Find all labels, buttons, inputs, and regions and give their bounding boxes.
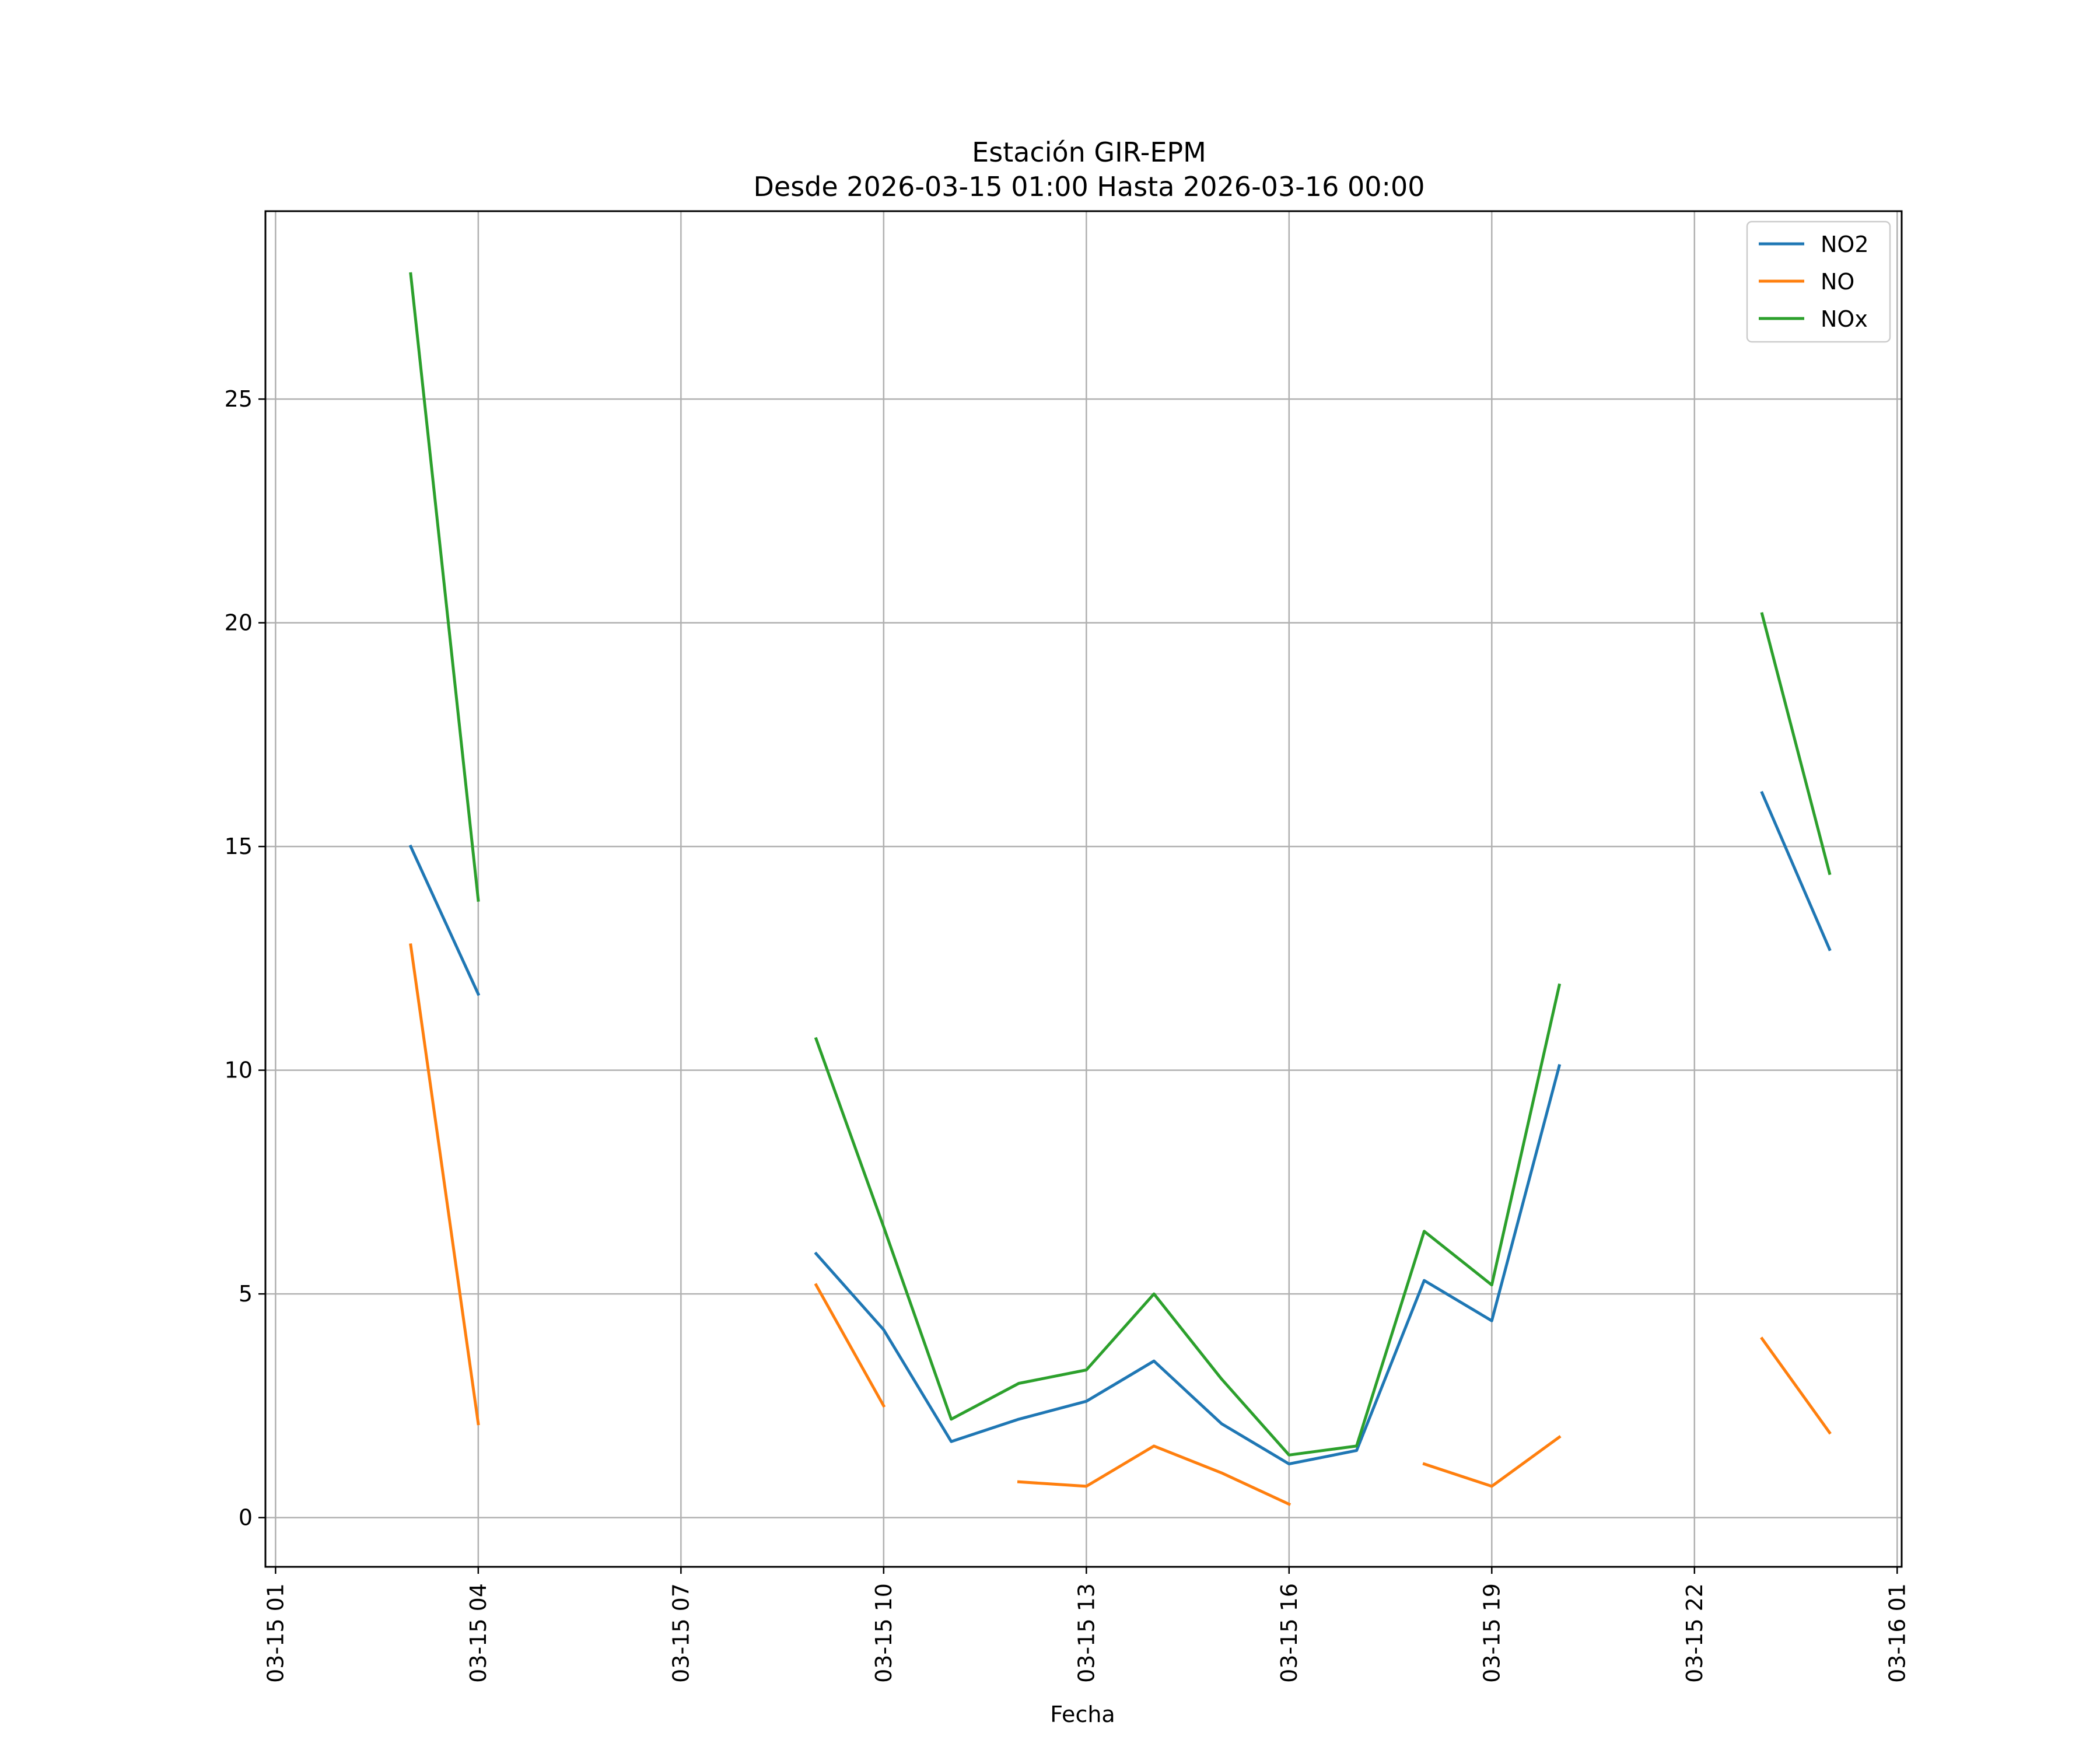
series-line-segment xyxy=(1422,1435,1562,1488)
x-tick-label: 03-15 04 xyxy=(466,1583,491,1683)
y-tick-label: 25 xyxy=(225,386,253,412)
y-tick-label: 20 xyxy=(225,610,253,636)
x-axis: 03-15 01 03-15 04 03-15 07 03-15 10 03-15 13… xyxy=(262,1567,1910,1683)
y-tick-label: 15 xyxy=(225,834,253,859)
series-line-segment xyxy=(814,1283,886,1408)
chart-title: Estación GIR-EPM xyxy=(972,136,1206,168)
x-tick-label: 03-15 10 xyxy=(871,1583,897,1683)
series-line-segment xyxy=(409,943,480,1426)
x-tick-label: 03-15 01 xyxy=(262,1583,288,1683)
legend-box xyxy=(1746,220,1891,343)
legend: NO2 NO NOx xyxy=(1746,220,1891,343)
legend-label-no: NO xyxy=(1821,269,1854,295)
legend-label-no2: NO2 xyxy=(1821,232,1869,257)
x-tick-label: 03-15 19 xyxy=(1479,1583,1504,1683)
x-tick-label: 03-15 16 xyxy=(1276,1583,1302,1683)
x-tick-label: 03-15 07 xyxy=(668,1583,694,1683)
series-no xyxy=(409,943,1832,1506)
y-tick-label: 0 xyxy=(239,1505,253,1531)
y-axis: 0 5 10 15 20 25 xyxy=(225,386,265,1531)
plot-series xyxy=(408,272,1832,1506)
chart-subtitle: Desde 2026-03-15 01:00 Hasta 2026-03-16 … xyxy=(753,171,1424,202)
series-line-segment xyxy=(814,1063,1562,1466)
x-axis-label: Fecha xyxy=(1050,1702,1115,1727)
series-no2 xyxy=(408,790,1832,1466)
series-nox xyxy=(409,272,1832,1457)
series-line-segment xyxy=(814,983,1562,1457)
series-line-segment xyxy=(1760,612,1832,876)
series-line-segment xyxy=(1760,790,1832,951)
series-line-segment xyxy=(1017,1444,1292,1506)
y-tick-label: 10 xyxy=(225,1058,253,1083)
x-tick-label: 03-15 22 xyxy=(1682,1583,1707,1683)
y-tick-label: 5 xyxy=(239,1281,253,1307)
x-tick-label: 03-15 13 xyxy=(1073,1583,1099,1683)
grid xyxy=(265,211,1902,1567)
series-line-segment xyxy=(408,844,481,996)
legend-label-nox: NOx xyxy=(1821,306,1868,332)
x-tick-label: 03-16 01 xyxy=(1884,1583,1910,1683)
series-line-segment xyxy=(409,272,480,902)
series-line-segment xyxy=(1760,1336,1832,1435)
plot-frame xyxy=(264,210,1903,1568)
